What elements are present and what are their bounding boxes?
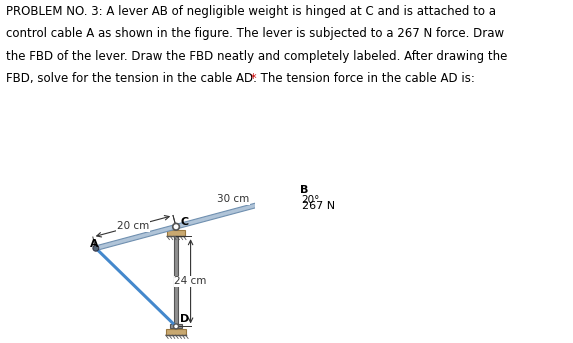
Text: B: B xyxy=(300,185,308,195)
Polygon shape xyxy=(167,230,185,236)
Polygon shape xyxy=(295,163,299,194)
Text: FBD, solve for the tension in the cable AD. The tension force in the cable AD is: FBD, solve for the tension in the cable … xyxy=(6,72,474,85)
Polygon shape xyxy=(174,236,178,324)
Text: 267 N: 267 N xyxy=(302,201,335,211)
Circle shape xyxy=(293,192,299,198)
Text: D: D xyxy=(180,314,189,324)
Text: 24 cm: 24 cm xyxy=(174,276,207,286)
Polygon shape xyxy=(95,192,297,250)
Text: C: C xyxy=(180,217,189,227)
Text: control cable A as shown in the figure. The lever is subjected to a 267 N force.: control cable A as shown in the figure. … xyxy=(6,27,504,40)
Text: A: A xyxy=(89,239,98,249)
Text: 30 cm: 30 cm xyxy=(217,194,249,204)
Text: PROBLEM NO. 3: A lever AB of negligible weight is hinged at C and is attached to: PROBLEM NO. 3: A lever AB of negligible … xyxy=(6,5,496,18)
Text: the FBD of the lever. Draw the FBD neatly and completely labeled. After drawing : the FBD of the lever. Draw the FBD neatl… xyxy=(6,50,507,63)
Circle shape xyxy=(174,324,179,329)
Text: 20°: 20° xyxy=(301,195,320,205)
Polygon shape xyxy=(166,329,186,335)
Text: *: * xyxy=(247,72,257,85)
Circle shape xyxy=(172,223,179,230)
Circle shape xyxy=(93,245,99,251)
Polygon shape xyxy=(170,324,182,328)
Text: 20 cm: 20 cm xyxy=(117,221,149,231)
Polygon shape xyxy=(286,157,307,163)
